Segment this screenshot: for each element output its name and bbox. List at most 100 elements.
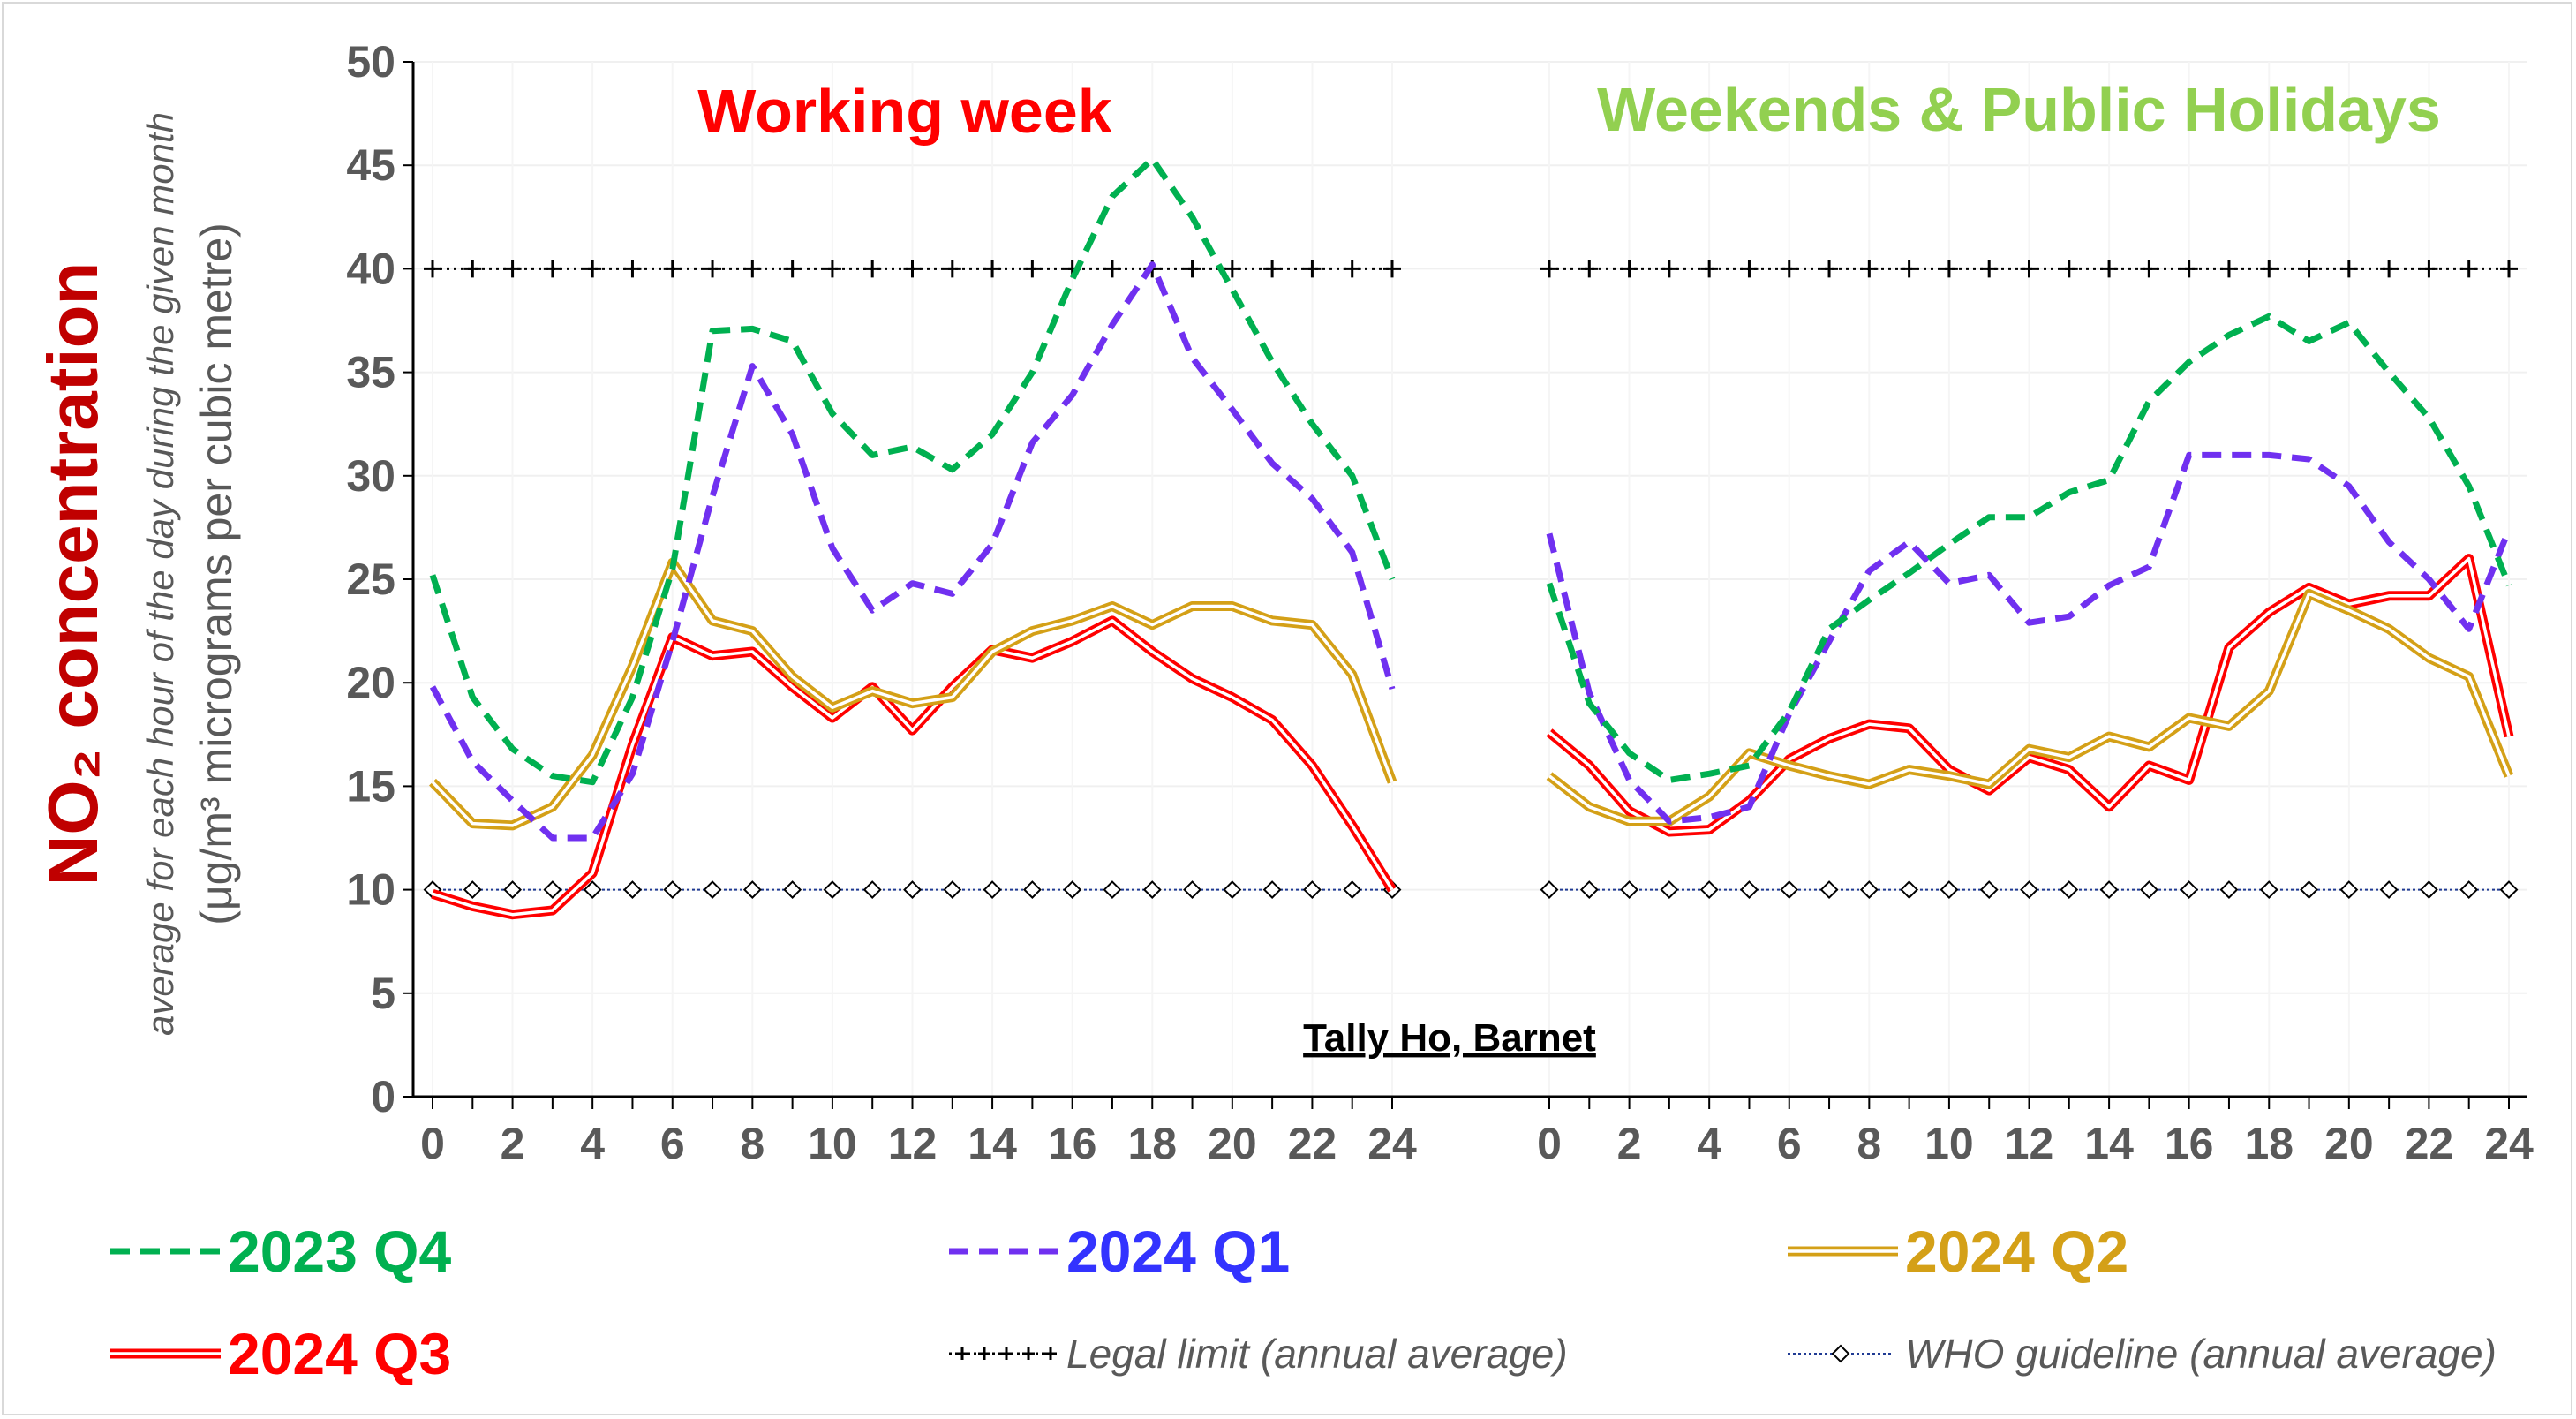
legal-limit-marker	[1660, 260, 1678, 278]
who-guideline-marker	[1540, 880, 1559, 900]
legal-limit-marker	[1223, 260, 1241, 278]
legal-limit-marker	[1940, 260, 1958, 278]
who-guideline-marker	[2459, 880, 2479, 900]
legend-label-legal-limit: Legal limit (annual average)	[1066, 1331, 1568, 1377]
legal-limit-marker	[2380, 260, 2399, 278]
x-tick-label: 8	[740, 1119, 765, 1168]
x-tick-label: 24	[1367, 1119, 1417, 1168]
who-guideline-marker	[2219, 880, 2239, 900]
who-guideline-marker	[943, 880, 962, 900]
who-guideline-marker	[1780, 880, 1799, 900]
legal-limit-marker	[2100, 260, 2119, 278]
who-guideline-marker	[1262, 880, 1282, 900]
y-tick-label: 20	[346, 658, 395, 707]
x-tick-label: 24	[2484, 1119, 2534, 1168]
legal-limit-marker	[2020, 260, 2038, 278]
who-guideline-marker	[1699, 880, 1719, 900]
who-guideline-marker	[2339, 880, 2359, 900]
panel-title-weekends: Weekends & Public Holidays	[1597, 75, 2441, 144]
legend-item-2024-q2: 2024 Q2	[1788, 1219, 2128, 1284]
x-tick-label: 20	[2324, 1119, 2374, 1168]
who-guideline-marker	[823, 880, 842, 900]
series-line-inner-2024-q2	[431, 561, 1394, 827]
who-guideline-marker	[1063, 880, 1082, 900]
series-line-2024-q1	[429, 261, 1396, 842]
who-guideline-marker	[1859, 880, 1879, 900]
legend-legal-marker	[1000, 1347, 1013, 1360]
x-tick-label: 14	[968, 1119, 1017, 1168]
legal-limit-marker	[1900, 260, 1918, 278]
legal-limit-marker	[2300, 260, 2318, 278]
legend: 2023 Q4 2024 Q1 2024 Q2 2024 Q3 Legal li…	[110, 1219, 2497, 1386]
x-tick-label: 2	[1617, 1119, 1642, 1168]
grid-layer	[413, 61, 2527, 1098]
x-tick-label: 2	[501, 1119, 525, 1168]
legal-limit-marker	[743, 260, 762, 278]
who-guideline-marker	[783, 880, 802, 900]
legal-limit-marker	[983, 260, 1002, 278]
who-guideline-marker	[1142, 880, 1162, 900]
y-tick-label: 50	[346, 37, 395, 87]
who-guideline-marker	[862, 880, 882, 900]
who-guideline-marker	[1900, 880, 1919, 900]
x-tick-label: 12	[2005, 1119, 2054, 1168]
legal-limit-marker	[2140, 260, 2158, 278]
legal-limit-marker	[2500, 260, 2518, 278]
legal-limit-marker	[1700, 260, 1719, 278]
x-tick-label: 10	[808, 1119, 857, 1168]
legal-limit-marker	[2420, 260, 2438, 278]
legal-limit-marker	[543, 260, 561, 278]
who-guideline-marker	[1103, 880, 1122, 900]
y-tick-label: 10	[346, 865, 395, 915]
legal-limit-marker	[1820, 260, 1839, 278]
x-tick-label: 4	[580, 1119, 605, 1168]
who-guideline-marker	[2060, 880, 2079, 900]
x-tick-label: 16	[1048, 1119, 1097, 1168]
legal-limit-marker	[2260, 260, 2278, 278]
x-tick-label: 8	[1857, 1119, 1881, 1168]
who-guideline-marker	[703, 880, 722, 900]
legend-item-2024-q3: 2024 Q3	[110, 1321, 451, 1386]
legend-legal-marker	[978, 1347, 990, 1360]
legal-limit-marker	[2060, 260, 2078, 278]
who-guideline-marker	[583, 880, 602, 900]
legal-limit-marker	[903, 260, 922, 278]
x-tick-label: 16	[2165, 1119, 2214, 1168]
x-tick-label: 20	[1208, 1119, 1257, 1168]
legal-limit-marker	[1263, 260, 1282, 278]
who-guideline-marker	[2499, 880, 2519, 900]
legal-limit-marker	[1780, 260, 1798, 278]
x-tick-label: 6	[1777, 1119, 1802, 1168]
who-guideline-marker	[1223, 880, 1242, 900]
legal-limit-marker	[1740, 260, 1759, 278]
who-guideline-marker	[983, 880, 1002, 900]
legend-label-2024-q1: 2024 Q1	[1066, 1219, 1290, 1284]
legal-limit-marker	[1860, 260, 1879, 278]
who-guideline-marker	[1620, 880, 1638, 900]
who-guideline-marker	[2099, 880, 2119, 900]
legal-limit-marker	[1620, 260, 1638, 278]
legal-limit-marker	[2339, 260, 2358, 278]
who-guideline-marker	[1940, 880, 1959, 900]
y-axis-title: NO₂ concentration	[34, 262, 112, 887]
legal-limit-marker	[2180, 260, 2198, 278]
who-guideline-marker	[1979, 880, 1999, 900]
y-tick-label: 0	[371, 1072, 395, 1121]
legal-limit-marker	[863, 260, 882, 278]
x-tick-label: 22	[2405, 1119, 2454, 1168]
who-guideline-marker	[2259, 880, 2278, 900]
series-line-2023-q4	[429, 155, 1396, 786]
legend-item-2024-q1: 2024 Q1	[949, 1219, 1290, 1284]
legal-limit-marker	[1580, 260, 1599, 278]
who-guideline-marker	[1303, 880, 1322, 900]
legend-label-2024-q2: 2024 Q2	[1905, 1219, 2128, 1284]
who-guideline-marker	[1579, 880, 1599, 900]
who-guideline-marker	[1819, 880, 1839, 900]
legend-item-who-guideline: WHO guideline (annual average)	[1788, 1331, 2497, 1377]
who-guideline-marker	[543, 880, 562, 900]
who-guideline-marker	[463, 880, 482, 900]
who-guideline-marker	[742, 880, 762, 900]
legend-who-marker	[1831, 1344, 1850, 1363]
legal-limit-marker	[623, 260, 642, 278]
